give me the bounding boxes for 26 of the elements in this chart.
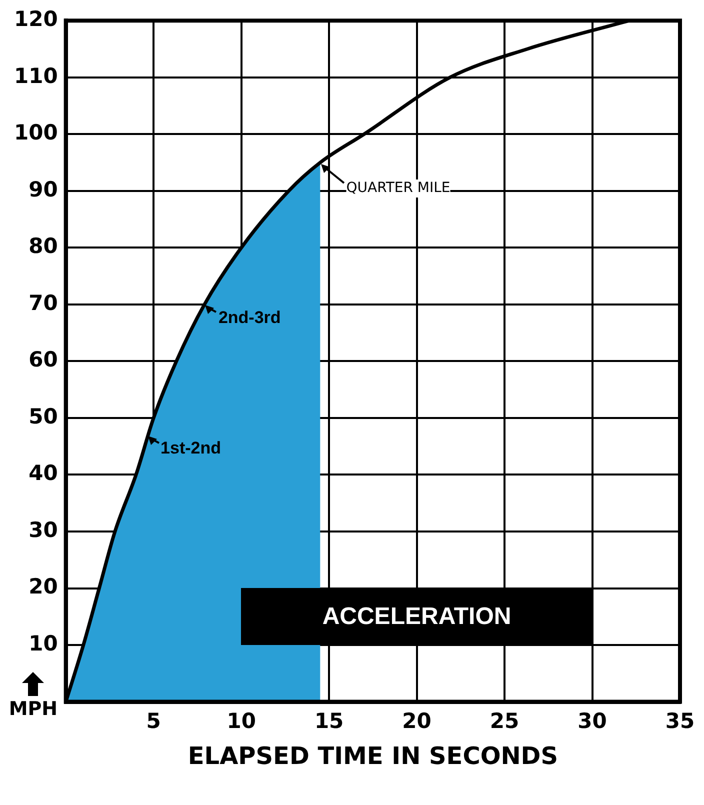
y-tick-label: 10	[28, 631, 58, 656]
y-tick-label: 30	[28, 518, 58, 542]
y-axis-title: MPH	[8, 698, 58, 720]
y-tick-label: 40	[28, 461, 58, 486]
x-tick-label: 15	[314, 708, 344, 733]
x-tick-label: 25	[490, 708, 520, 733]
x-tick-label: 35	[665, 708, 695, 733]
y-tick-label: 50	[28, 404, 58, 428]
y-tick-label: 80	[28, 234, 58, 258]
x-tick-label: 20	[402, 708, 432, 733]
y-tick-label: 120	[14, 7, 58, 32]
y-tick-label: 60	[28, 348, 58, 372]
y-tick-label: 100	[14, 120, 58, 145]
y-tick-label: 90	[28, 177, 58, 202]
annotation: ACCELERATION	[322, 602, 512, 631]
annotation: QUARTER MILE	[346, 180, 450, 196]
x-tick-label: 30	[578, 708, 607, 733]
annotation: 2nd-3rd	[218, 308, 281, 328]
x-tick-label: 10	[226, 708, 256, 733]
y-tick-label: 70	[28, 290, 58, 315]
caption-box: ACCELERATION	[241, 588, 592, 645]
y-tick-label: 110	[14, 64, 58, 88]
x-axis-title: ELAPSED TIME IN SECONDS	[188, 742, 558, 770]
y-tick-label: 20	[28, 574, 58, 599]
annotation: 1st-2nd	[160, 438, 222, 458]
x-tick-label: 5	[146, 708, 161, 733]
